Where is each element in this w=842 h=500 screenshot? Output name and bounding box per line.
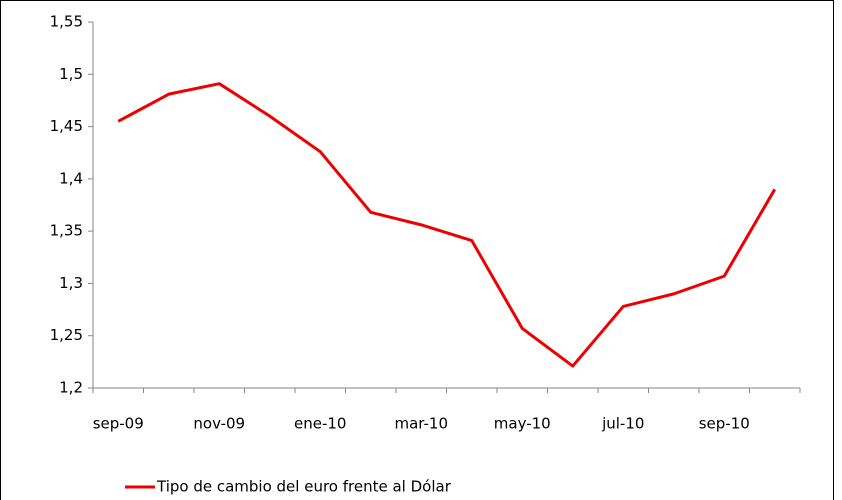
x-tick-label: sep-10 — [699, 415, 750, 433]
x-tick-label: sep-09 — [93, 415, 144, 433]
x-tick-label: may-10 — [494, 415, 551, 433]
legend-label: Tipo de cambio del euro frente al Dólar — [156, 478, 452, 496]
y-tick-label: 1,3 — [59, 274, 83, 292]
x-tick-label: jul-10 — [601, 415, 644, 433]
y-tick-label: 1,45 — [50, 117, 83, 135]
data-line — [117, 82, 777, 368]
x-tick-label: nov-09 — [193, 415, 245, 433]
y-tick-label: 1,55 — [50, 13, 83, 31]
y-tick-label: 1,2 — [59, 379, 83, 397]
y-tick-label: 1,4 — [59, 169, 83, 187]
y-tick-label: 1,5 — [59, 65, 83, 83]
x-tick-label: mar-10 — [394, 415, 448, 433]
y-tick-label: 1,25 — [50, 326, 83, 344]
x-tick-label: ene-10 — [294, 415, 346, 433]
y-tick-label: 1,35 — [50, 222, 83, 240]
